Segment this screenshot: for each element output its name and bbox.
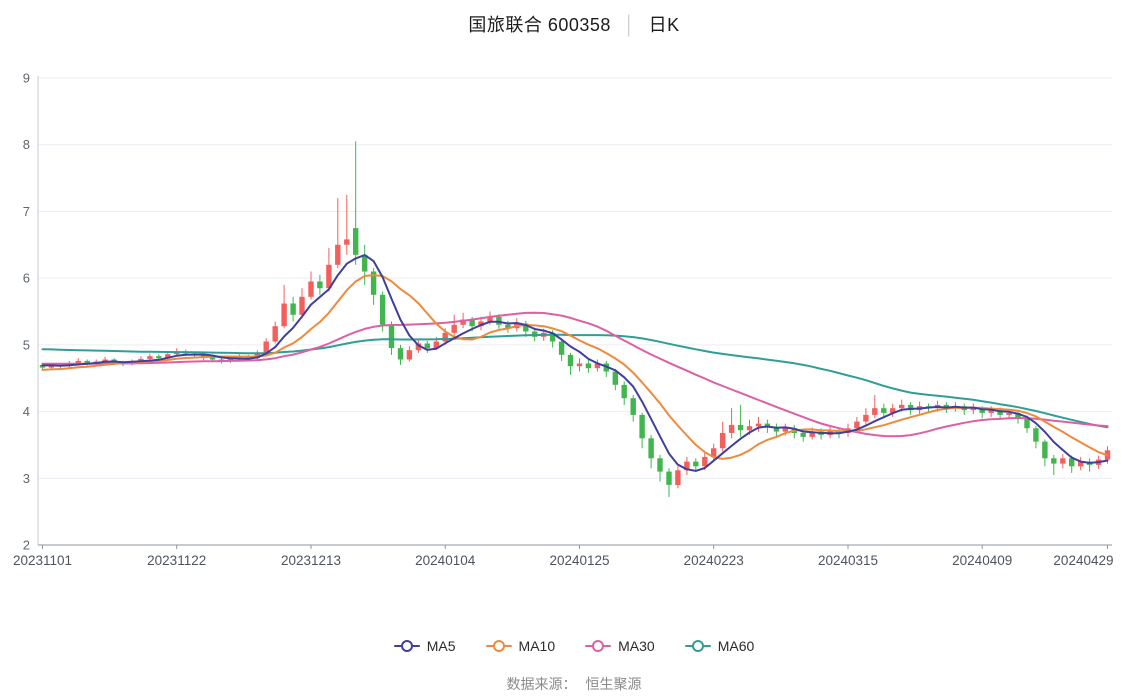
svg-text:20240125: 20240125 <box>549 553 609 568</box>
ma60-legend-marker <box>684 640 711 652</box>
legend-item-ma5[interactable]: MA5 <box>393 638 456 654</box>
ma10-legend-marker <box>485 640 512 652</box>
svg-text:6: 6 <box>23 271 30 286</box>
ma5-line <box>41 254 1109 472</box>
svg-text:3: 3 <box>23 471 30 486</box>
data-source: 数据来源： 恒生聚源 <box>0 674 1148 694</box>
svg-text:7: 7 <box>23 204 30 219</box>
legend-label-ma10: MA10 <box>518 638 556 654</box>
svg-text:20240429: 20240429 <box>1053 553 1113 568</box>
data-source-value: 恒生聚源 <box>585 676 642 692</box>
legend-label-ma5: MA5 <box>426 638 456 654</box>
svg-text:8: 8 <box>23 137 30 152</box>
svg-text:20240223: 20240223 <box>684 553 744 568</box>
svg-text:20240315: 20240315 <box>818 553 878 568</box>
gridlines <box>38 77 1112 479</box>
stock-title: 国旅联合 600358 <box>468 15 611 35</box>
legend-label-ma60: MA60 <box>717 638 755 654</box>
svg-text:20231122: 20231122 <box>147 553 206 568</box>
svg-text:5: 5 <box>23 337 30 352</box>
x-axis-labels: 20231101 20231122 20231213 20240104 20240125… <box>13 545 1114 568</box>
svg-text:20240409: 20240409 <box>952 553 1012 568</box>
svg-text:20240104: 20240104 <box>415 553 476 568</box>
ma5-legend-marker <box>393 640 420 652</box>
title-separator: │ <box>623 15 636 35</box>
svg-text:2: 2 <box>23 538 30 553</box>
y-axis-labels: 2 3 4 5 6 7 8 9 <box>23 71 30 553</box>
candlestick-chart[interactable]: 2 3 4 5 6 7 8 9 20231101 20231122 20231213 20240104… <box>0 38 1148 620</box>
svg-text:9: 9 <box>23 71 30 86</box>
svg-text:20231213: 20231213 <box>281 553 341 568</box>
ma10-line <box>41 274 1109 460</box>
kline-type-label: 日K <box>648 15 680 35</box>
svg-text:4: 4 <box>23 404 30 419</box>
axes <box>37 76 1112 546</box>
ma30-legend-marker <box>585 640 612 652</box>
legend-item-ma10[interactable]: MA10 <box>485 638 556 654</box>
legend-item-ma60[interactable]: MA60 <box>684 638 755 654</box>
svg-text:20231101: 20231101 <box>13 553 72 568</box>
chart-title: 国旅联合 600358 │ 日K <box>0 11 1148 37</box>
data-source-label: 数据来源： <box>506 676 577 692</box>
ma60-line <box>41 333 1109 429</box>
legend-item-ma30[interactable]: MA30 <box>585 638 655 654</box>
legend-label-ma30: MA30 <box>618 638 655 654</box>
ma-legend: MA5 MA10 MA30 MA60 <box>0 638 1148 654</box>
ma30-line <box>41 311 1109 438</box>
